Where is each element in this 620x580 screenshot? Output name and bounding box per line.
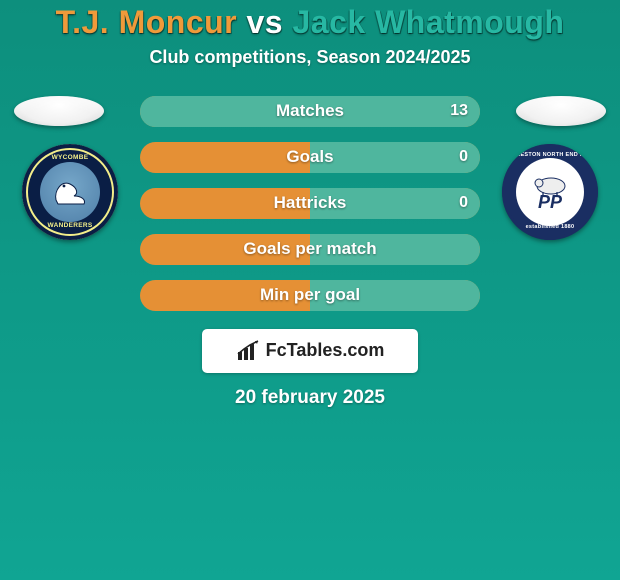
badge-text-bottom: WANDERERS (22, 223, 118, 230)
bar-right-value: 0 (459, 148, 468, 166)
subtitle: Club competitions, Season 2024/2025 (149, 47, 470, 68)
badge-text-bottom: established 1880 (502, 225, 598, 231)
bar-label: Min per goal (140, 285, 480, 305)
stat-bar: Min per goal (140, 280, 480, 311)
stat-bar: Goals per match (140, 234, 480, 265)
stat-bar: Matches13 (140, 96, 480, 127)
badge-monogram: PP (538, 192, 562, 213)
badge-text-top: PRESTON NORTH END FC (502, 153, 598, 159)
logo-text-fc: Fc (266, 340, 287, 360)
fctables-logo: FcTables.com (202, 329, 418, 373)
player2-club-badge: PP PRESTON NORTH END FC established 1880 (502, 144, 598, 240)
badge-text-top: WYCOMBE (22, 155, 118, 162)
logo-text: FcTables.com (266, 340, 385, 361)
comparison-infographic: T.J. Moncur vs Jack Whatmough Club compe… (0, 0, 620, 580)
date-label: 20 february 2025 (235, 387, 385, 409)
title-player2: Jack Whatmough (292, 4, 564, 40)
bar-label: Goals per match (140, 239, 480, 259)
logo-text-rest: Tables.com (287, 340, 385, 360)
comparison-body: WYCOMBE WANDERERS PP PRESTON NORTH END F… (0, 96, 620, 311)
stat-bars: Matches13Goals0Hattricks0Goals per match… (140, 96, 480, 311)
bar-label: Hattricks (140, 193, 480, 213)
bar-right-value: 13 (450, 102, 468, 120)
bar-label: Goals (140, 147, 480, 167)
bar-right-value: 0 (459, 194, 468, 212)
player2-avatar (516, 96, 606, 126)
swan-icon (48, 170, 92, 214)
player1-club-badge: WYCOMBE WANDERERS (22, 144, 118, 240)
title-vs: vs (247, 4, 284, 40)
page-title: T.J. Moncur vs Jack Whatmough (56, 4, 565, 41)
bar-label: Matches (140, 101, 480, 121)
player1-avatar (14, 96, 104, 126)
stat-bar: Goals0 (140, 142, 480, 173)
title-player1: T.J. Moncur (56, 4, 238, 40)
bar-chart-icon (236, 340, 262, 362)
stat-bar: Hattricks0 (140, 188, 480, 219)
